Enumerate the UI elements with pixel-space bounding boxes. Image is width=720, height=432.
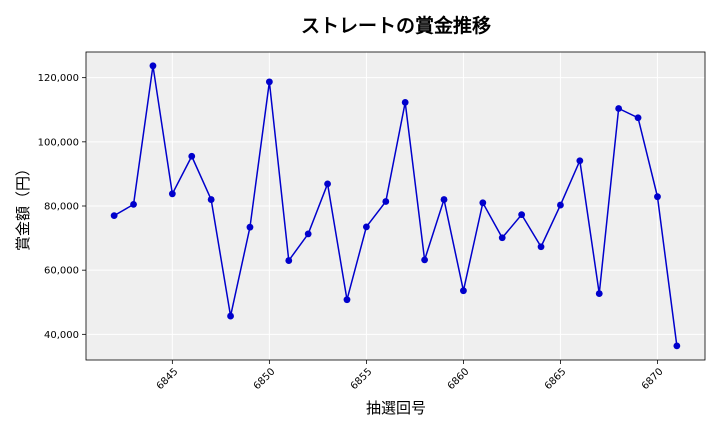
y-axis-label: 賞金額（円） [14, 161, 32, 251]
data-point [537, 243, 545, 251]
data-point [576, 157, 584, 165]
x-axis-label: 抽選回号 [366, 399, 426, 417]
y-tick-label: 40,000 [44, 330, 79, 341]
data-point [362, 223, 370, 231]
data-point [460, 287, 467, 295]
chart-title: ストレートの賞金推移 [301, 14, 491, 37]
data-point [615, 105, 623, 112]
data-point [479, 199, 487, 207]
data-point [382, 198, 390, 205]
x-tick-label: 6865 [543, 366, 569, 392]
x-tick-label: 6860 [446, 366, 472, 392]
data-point [557, 201, 564, 209]
data-point [440, 196, 448, 203]
data-point [227, 312, 234, 320]
series-line [113, 65, 678, 346]
axes [82, 51, 706, 364]
x-tick-label: 6870 [640, 366, 666, 392]
data-point [421, 256, 429, 264]
x-tick-label: 6850 [252, 366, 278, 392]
data-point [149, 62, 157, 70]
data-point [265, 78, 273, 86]
data-point [168, 190, 176, 198]
y-tick-label: 60,000 [44, 266, 79, 277]
data-point [207, 196, 215, 203]
data-point [343, 296, 351, 304]
data-point [498, 234, 506, 242]
data-point [634, 114, 642, 122]
y-tick-label: 120,000 [38, 73, 79, 84]
data-point [654, 193, 661, 201]
y-tick-label: 80,000 [44, 202, 79, 213]
x-tick-label: 6855 [349, 366, 375, 392]
y-tick-label: 100,000 [38, 137, 79, 148]
data-point [110, 212, 118, 220]
data-point [188, 152, 196, 160]
data-point [518, 211, 526, 219]
data-point [324, 180, 331, 188]
data-point [401, 98, 409, 106]
data-point [246, 223, 254, 231]
data-point [673, 342, 681, 350]
data-point [130, 201, 137, 208]
x-tick-label: 6845 [155, 366, 181, 392]
data-point [304, 230, 312, 238]
data-series [110, 62, 681, 350]
data-point [285, 257, 293, 264]
data-point [595, 290, 603, 297]
